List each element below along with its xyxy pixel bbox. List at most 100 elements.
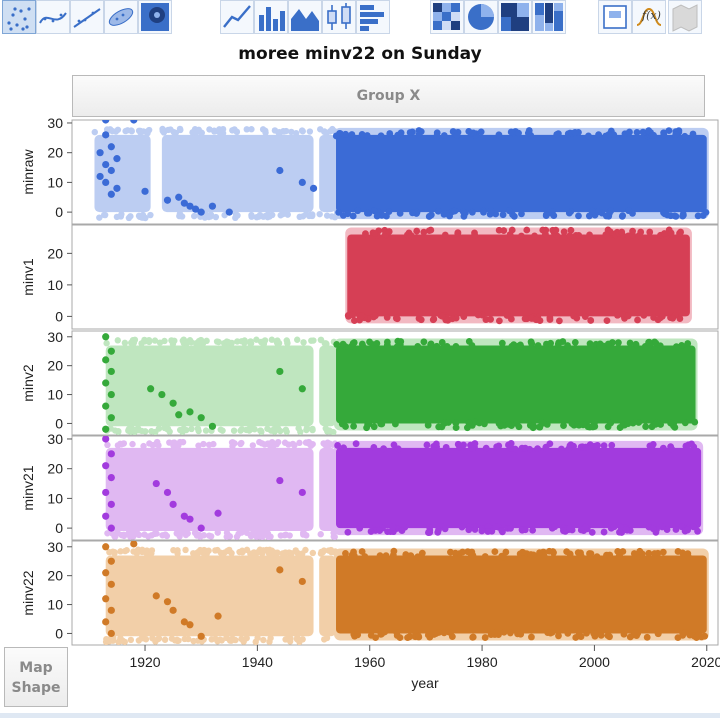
histogram-icon[interactable] xyxy=(356,0,390,34)
dark-point xyxy=(463,424,471,432)
light-point xyxy=(163,425,171,433)
dark-point xyxy=(645,549,653,557)
dark-point xyxy=(684,340,692,347)
light-point xyxy=(142,549,150,556)
dark-point xyxy=(579,421,587,429)
dark-point xyxy=(694,527,701,535)
dark-point xyxy=(672,131,680,139)
bar-icon[interactable] xyxy=(254,0,288,34)
light-point xyxy=(293,635,301,643)
light-point xyxy=(131,426,138,434)
mosaic-icon[interactable] xyxy=(532,0,566,34)
caption-box-icon[interactable] xyxy=(598,0,632,34)
dark-point xyxy=(619,212,627,220)
data-point xyxy=(298,385,306,393)
light-point xyxy=(331,533,338,540)
dark-point xyxy=(487,315,495,323)
y-tick-label: 10 xyxy=(47,277,63,293)
dark-point xyxy=(498,339,506,347)
light-point xyxy=(172,129,180,137)
light-point xyxy=(224,338,232,346)
dark-point xyxy=(568,420,576,427)
group-x-drop-zone[interactable]: Group X xyxy=(72,75,705,117)
data-point xyxy=(107,166,115,175)
light-point xyxy=(145,336,153,344)
map-shape-drop-zone[interactable]: Map Shape xyxy=(4,647,68,707)
dark-point xyxy=(342,549,349,557)
light-point-band-1 xyxy=(319,555,337,637)
light-point xyxy=(247,531,254,538)
dark-point xyxy=(614,339,622,347)
light-point xyxy=(267,533,274,540)
light-point xyxy=(250,549,258,556)
light-point xyxy=(201,547,209,554)
dark-point xyxy=(648,442,656,450)
dark-point xyxy=(378,420,386,428)
x-tick-label: 1940 xyxy=(242,654,273,670)
dark-point xyxy=(536,549,543,557)
dark-point xyxy=(503,312,511,319)
dark-point xyxy=(405,633,413,641)
map-icon[interactable] xyxy=(668,0,702,34)
dark-point xyxy=(636,547,644,555)
dark-point xyxy=(658,312,666,320)
dark-point xyxy=(414,342,422,350)
light-point xyxy=(141,531,148,538)
light-point xyxy=(144,127,152,135)
data-point xyxy=(102,131,110,139)
light-point xyxy=(238,635,245,643)
box-plot-icon[interactable] xyxy=(322,0,356,34)
light-point xyxy=(121,339,129,347)
dark-point xyxy=(452,419,460,427)
dark-point xyxy=(583,629,590,637)
treemap-icon[interactable] xyxy=(498,0,532,34)
light-point xyxy=(233,533,241,540)
light-point xyxy=(101,211,109,219)
dark-point xyxy=(376,527,384,534)
light-point xyxy=(302,546,309,554)
contour-icon[interactable] xyxy=(138,0,172,34)
dark-point xyxy=(571,338,579,346)
ellipse-icon[interactable] xyxy=(104,0,138,34)
panel-minraw: 0 10 20 30 minraw xyxy=(20,118,719,225)
light-point xyxy=(246,425,254,432)
dark-point xyxy=(491,548,499,555)
dark-point xyxy=(588,528,596,536)
dark-point xyxy=(542,230,549,238)
dark-point xyxy=(500,628,508,636)
line-fit-icon[interactable] xyxy=(70,0,104,34)
light-point-band-2 xyxy=(319,134,337,213)
map-shape-label-line2: Shape xyxy=(11,680,61,696)
dark-point xyxy=(593,553,601,560)
data-point xyxy=(214,612,222,620)
smoother-icon[interactable] xyxy=(36,0,70,34)
data-point xyxy=(107,474,115,482)
points-icon[interactable] xyxy=(2,0,36,34)
points-minv21 xyxy=(102,436,704,540)
dark-point xyxy=(595,131,602,139)
area-icon[interactable] xyxy=(288,0,322,34)
heatmap-icon[interactable] xyxy=(430,0,464,34)
pie-icon[interactable] xyxy=(464,0,498,34)
formula-icon[interactable]: f(x) xyxy=(632,0,666,34)
dark-point xyxy=(546,440,554,448)
dark-point xyxy=(339,340,347,348)
dark-point xyxy=(587,317,595,324)
light-point xyxy=(176,125,184,133)
dark-point xyxy=(502,548,510,556)
light-point xyxy=(248,211,255,219)
dark-point xyxy=(370,207,378,215)
light-point xyxy=(173,530,180,537)
light-point-band-1 xyxy=(319,447,337,532)
dark-point xyxy=(632,341,640,349)
data-point xyxy=(107,143,115,151)
dark-point xyxy=(392,314,400,322)
dark-point xyxy=(484,523,492,531)
data-point xyxy=(169,606,177,614)
data-point xyxy=(208,202,217,210)
light-point xyxy=(123,547,130,554)
dark-point xyxy=(524,129,532,137)
dark-point xyxy=(380,445,388,453)
dark-point xyxy=(459,548,466,556)
line-icon[interactable] xyxy=(220,0,254,34)
